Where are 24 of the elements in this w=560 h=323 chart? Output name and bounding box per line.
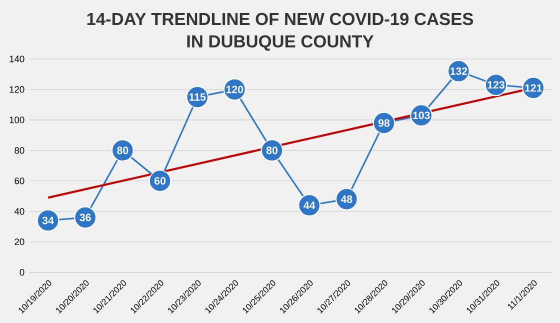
- data-label: 34: [42, 216, 54, 224]
- chart-subtitle: IN DUBUQUE COUNTY: [187, 35, 374, 51]
- data-label: 132: [450, 67, 468, 75]
- y-tick-label: 80: [14, 147, 24, 154]
- data-label: 120: [226, 86, 244, 94]
- y-tick-label: 0: [20, 269, 24, 276]
- data-label: 48: [340, 195, 352, 203]
- data-label: 36: [80, 214, 91, 222]
- data-label: 121: [525, 84, 542, 92]
- y-tick-label: 100: [10, 116, 24, 124]
- data-label: 44: [304, 202, 316, 209]
- data-label: 115: [189, 93, 206, 101]
- data-label: 103: [413, 112, 430, 120]
- data-label: 98: [378, 119, 390, 127]
- y-tick-label: 20: [14, 238, 24, 246]
- data-label: 80: [117, 146, 128, 154]
- y-tick-label: 120: [10, 86, 24, 93]
- y-tick-label: 40: [14, 208, 24, 215]
- data-label: 80: [266, 146, 278, 154]
- data-label: 60: [154, 177, 166, 185]
- y-tick-label: 60: [14, 178, 24, 184]
- chart-title: 14-DAY TRENDLINE OF NEW COVID-19 CASES: [87, 12, 474, 26]
- data-label: 123: [488, 81, 504, 89]
- y-tick-label: 140: [10, 56, 24, 62]
